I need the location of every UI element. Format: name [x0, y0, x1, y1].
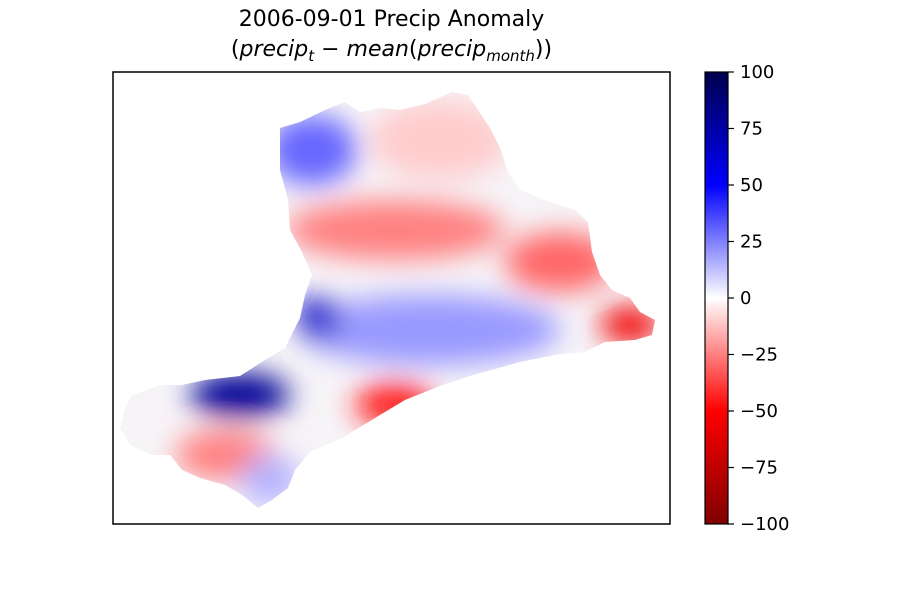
- colorbar: [704, 71, 729, 525]
- formula-close: )): [534, 37, 553, 62]
- colorbar-tick-label: −25: [740, 345, 778, 366]
- colorbar-tick-label: 50: [740, 175, 763, 196]
- anomaly-region: [190, 373, 290, 417]
- plot-frame: [112, 71, 671, 525]
- colorbar-tick-label: −100: [740, 514, 789, 535]
- colorbar-ticks: 100 75 50 25 0 −25 −50 −75 −100: [728, 62, 789, 535]
- formula-paren-open: (: [408, 37, 418, 62]
- anomaly-map: [120, 92, 655, 508]
- anomaly-region: [505, 232, 615, 292]
- formula-mean: mean: [346, 37, 409, 62]
- colorbar-tick-label: 0: [740, 288, 751, 309]
- colorbar-tick-label: 75: [740, 119, 763, 140]
- anomaly-region: [600, 307, 655, 343]
- formula-var2: precip: [417, 37, 487, 62]
- colorbar-tick-label: −75: [740, 458, 778, 479]
- formula-minus: −: [314, 37, 347, 62]
- anomaly-region: [300, 295, 560, 365]
- formula-var: precip: [239, 37, 309, 62]
- chart-subtitle-formula: (precipt − mean(precipmonth)): [112, 36, 671, 70]
- anomaly-region: [285, 200, 505, 260]
- chart-title: 2006-09-01 Precip Anomaly: [238, 7, 545, 32]
- anomaly-region: [296, 298, 340, 338]
- formula-sub-t: t: [308, 47, 315, 65]
- colorbar-tick-label: 25: [740, 232, 763, 253]
- colorbar-tick-label: 100: [740, 62, 774, 83]
- anomaly-region: [370, 100, 510, 180]
- colorbar-tick-label: −50: [740, 401, 778, 422]
- formula-sub-month: month: [486, 47, 535, 65]
- anomaly-region: [267, 115, 357, 185]
- formula-open: (: [230, 37, 240, 62]
